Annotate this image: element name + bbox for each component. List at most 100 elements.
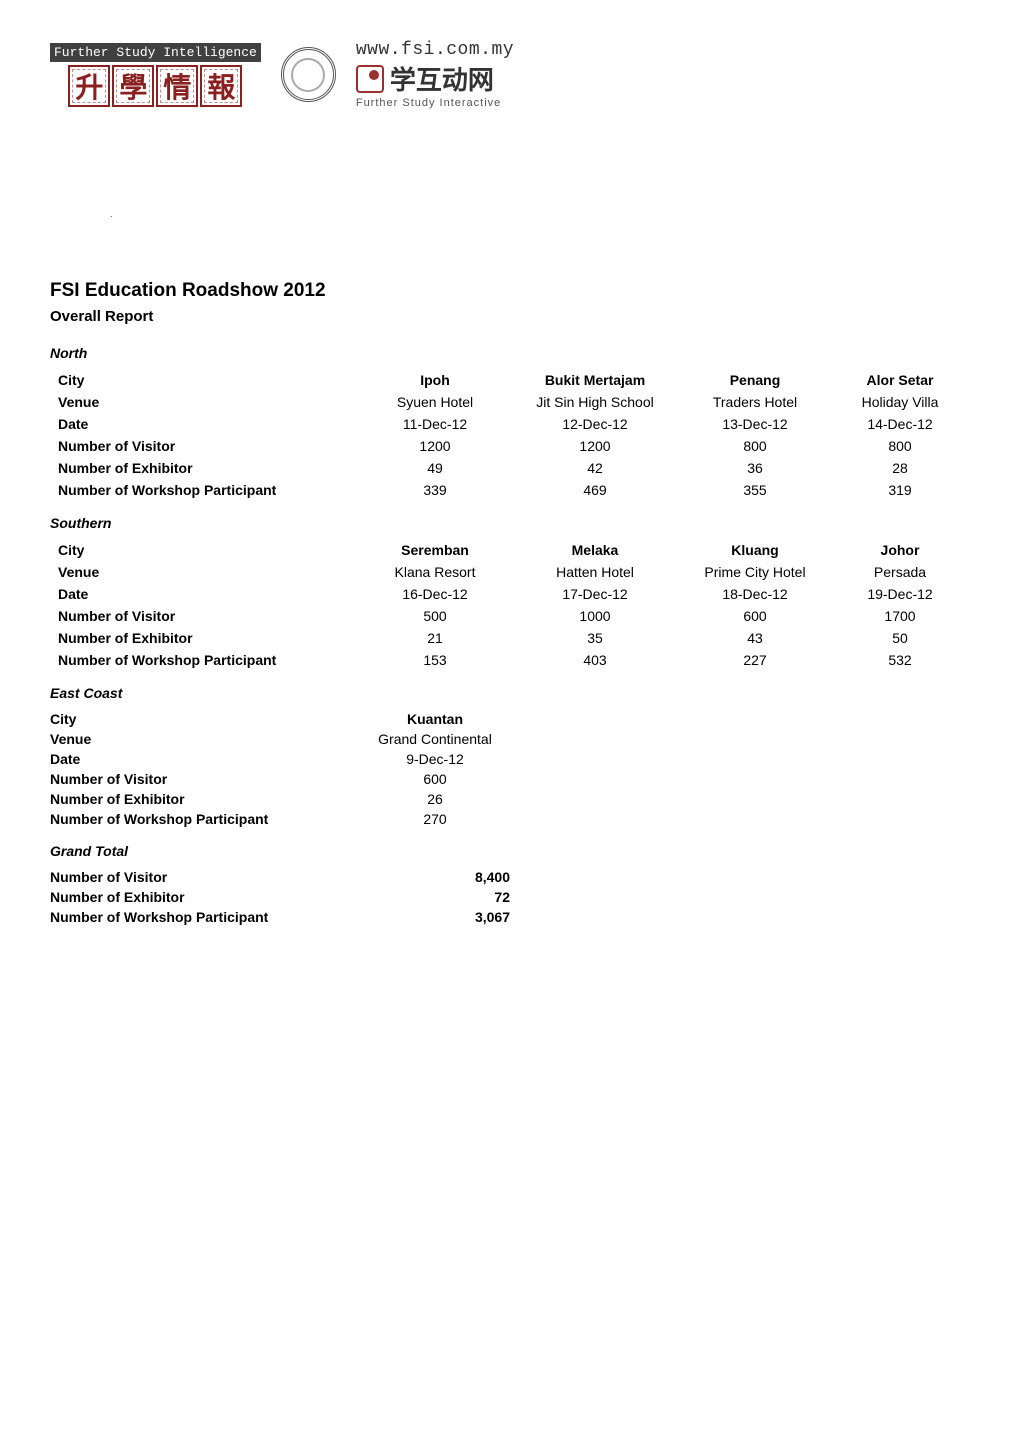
- city-name: Alor Setar: [830, 369, 970, 391]
- table-cell: 469: [510, 479, 680, 501]
- logo-cn-chars: 升 學 情 報: [68, 65, 242, 107]
- kv-label: City: [50, 711, 360, 727]
- table-cell: 35: [510, 627, 680, 649]
- table-cell: 50: [830, 627, 970, 649]
- table-cell: Persada: [830, 561, 970, 583]
- city-name: Penang: [680, 369, 830, 391]
- table-cell: 13-Dec-12: [680, 413, 830, 435]
- row-label: Number of Exhibitor: [50, 457, 360, 479]
- row-label: Date: [50, 583, 360, 605]
- table-cell: 532: [830, 649, 970, 671]
- table-cell: 43: [680, 627, 830, 649]
- table-cell: 17-Dec-12: [510, 583, 680, 605]
- table-cell: Holiday Villa: [830, 391, 970, 413]
- row-label-city: City: [50, 369, 360, 391]
- table-cell: Jit Sin High School: [510, 391, 680, 413]
- kv-label: Number of Visitor: [50, 771, 360, 787]
- table-cell: 153: [360, 649, 510, 671]
- logo-cn-big: 学互动网: [390, 60, 494, 97]
- city-name: Bukit Mertajam: [510, 369, 680, 391]
- row-label-city: City: [50, 539, 360, 561]
- row-label: Number of Visitor: [50, 435, 360, 457]
- kv-row: Number of Exhibitor26: [50, 789, 970, 809]
- table-cell: 339: [360, 479, 510, 501]
- southern-table: CitySerembanMelakaKluangJohorVenueKlana …: [50, 539, 970, 671]
- table-cell: Prime City Hotel: [680, 561, 830, 583]
- table-cell: 1000: [510, 605, 680, 627]
- row-label: Venue: [50, 561, 360, 583]
- table-cell: 500: [360, 605, 510, 627]
- kv-value: 8,400: [360, 869, 510, 885]
- logo-tag-text: Further Study Intelligence: [50, 43, 261, 62]
- cn-char: 學: [112, 65, 154, 107]
- logo-url-text: www.fsi.com.my: [356, 40, 514, 60]
- kv-row: Date9-Dec-12: [50, 749, 970, 769]
- kv-label: Number of Workshop Participant: [50, 909, 360, 925]
- kv-value: 600: [360, 771, 510, 787]
- row-label: Number of Exhibitor: [50, 627, 360, 649]
- kv-row: Number of Exhibitor72: [50, 887, 970, 907]
- table-cell: Traders Hotel: [680, 391, 830, 413]
- row-label: Venue: [50, 391, 360, 413]
- report-subtitle: Overall Report: [50, 308, 970, 325]
- kv-label: Venue: [50, 731, 360, 747]
- table-cell: 14-Dec-12: [830, 413, 970, 435]
- east-coast-list: CityKuantanVenueGrand ContinentalDate9-D…: [50, 709, 970, 829]
- row-label: Number of Workshop Participant: [50, 649, 360, 671]
- kv-label: Number of Exhibitor: [50, 889, 360, 905]
- table-cell: 355: [680, 479, 830, 501]
- kv-row: CityKuantan: [50, 709, 970, 729]
- kv-value: Kuantan: [360, 711, 510, 727]
- table-cell: 12-Dec-12: [510, 413, 680, 435]
- cn-char: 情: [156, 65, 198, 107]
- table-cell: 16-Dec-12: [360, 583, 510, 605]
- logo-small-icon: [356, 65, 384, 93]
- cn-char: 報: [200, 65, 242, 107]
- table-cell: Klana Resort: [360, 561, 510, 583]
- kv-value: 26: [360, 791, 510, 807]
- table-cell: 1200: [510, 435, 680, 457]
- table-cell: 11-Dec-12: [360, 413, 510, 435]
- kv-value: 72: [360, 889, 510, 905]
- table-cell: 800: [680, 435, 830, 457]
- table-cell: 800: [830, 435, 970, 457]
- table-cell: 403: [510, 649, 680, 671]
- row-label: Number of Visitor: [50, 605, 360, 627]
- table-cell: 600: [680, 605, 830, 627]
- report-title: FSI Education Roadshow 2012: [50, 280, 970, 302]
- table-cell: 1700: [830, 605, 970, 627]
- row-label: Date: [50, 413, 360, 435]
- table-cell: 49: [360, 457, 510, 479]
- city-name: Ipoh: [360, 369, 510, 391]
- table-cell: 21: [360, 627, 510, 649]
- north-table: CityIpohBukit MertajamPenangAlor Setar Ve…: [50, 369, 970, 501]
- table-cell: 28: [830, 457, 970, 479]
- kv-value: Grand Continental: [360, 731, 510, 747]
- kv-row: Number of Visitor600: [50, 769, 970, 789]
- table-cell: 19-Dec-12: [830, 583, 970, 605]
- kv-value: 3,067: [360, 909, 510, 925]
- section-label-grand-total: Grand Total: [50, 843, 970, 859]
- city-name: Melaka: [510, 539, 680, 561]
- table-cell: 18-Dec-12: [680, 583, 830, 605]
- logo-seal-icon: [281, 47, 336, 102]
- logo-fsi-intelligence: Further Study Intelligence 升 學 情 報: [50, 43, 261, 107]
- kv-row: Number of Workshop Participant3,067: [50, 907, 970, 927]
- table-cell: 42: [510, 457, 680, 479]
- table-cell: 36: [680, 457, 830, 479]
- section-label-southern: Southern: [50, 515, 970, 531]
- table-cell: Hatten Hotel: [510, 561, 680, 583]
- city-name: Johor: [830, 539, 970, 561]
- section-label-east-coast: East Coast: [50, 685, 970, 701]
- kv-row: Number of Visitor8,400: [50, 867, 970, 887]
- cn-char: 升: [68, 65, 110, 107]
- header-logos: Further Study Intelligence 升 學 情 報 www.f…: [50, 40, 970, 109]
- kv-label: Number of Workshop Participant: [50, 811, 360, 827]
- kv-label: Date: [50, 751, 360, 767]
- table-cell: 319: [830, 479, 970, 501]
- city-name: Kluang: [680, 539, 830, 561]
- decorative-dot: .: [110, 209, 970, 220]
- kv-value: 9-Dec-12: [360, 751, 510, 767]
- table-cell: 1200: [360, 435, 510, 457]
- kv-value: 270: [360, 811, 510, 827]
